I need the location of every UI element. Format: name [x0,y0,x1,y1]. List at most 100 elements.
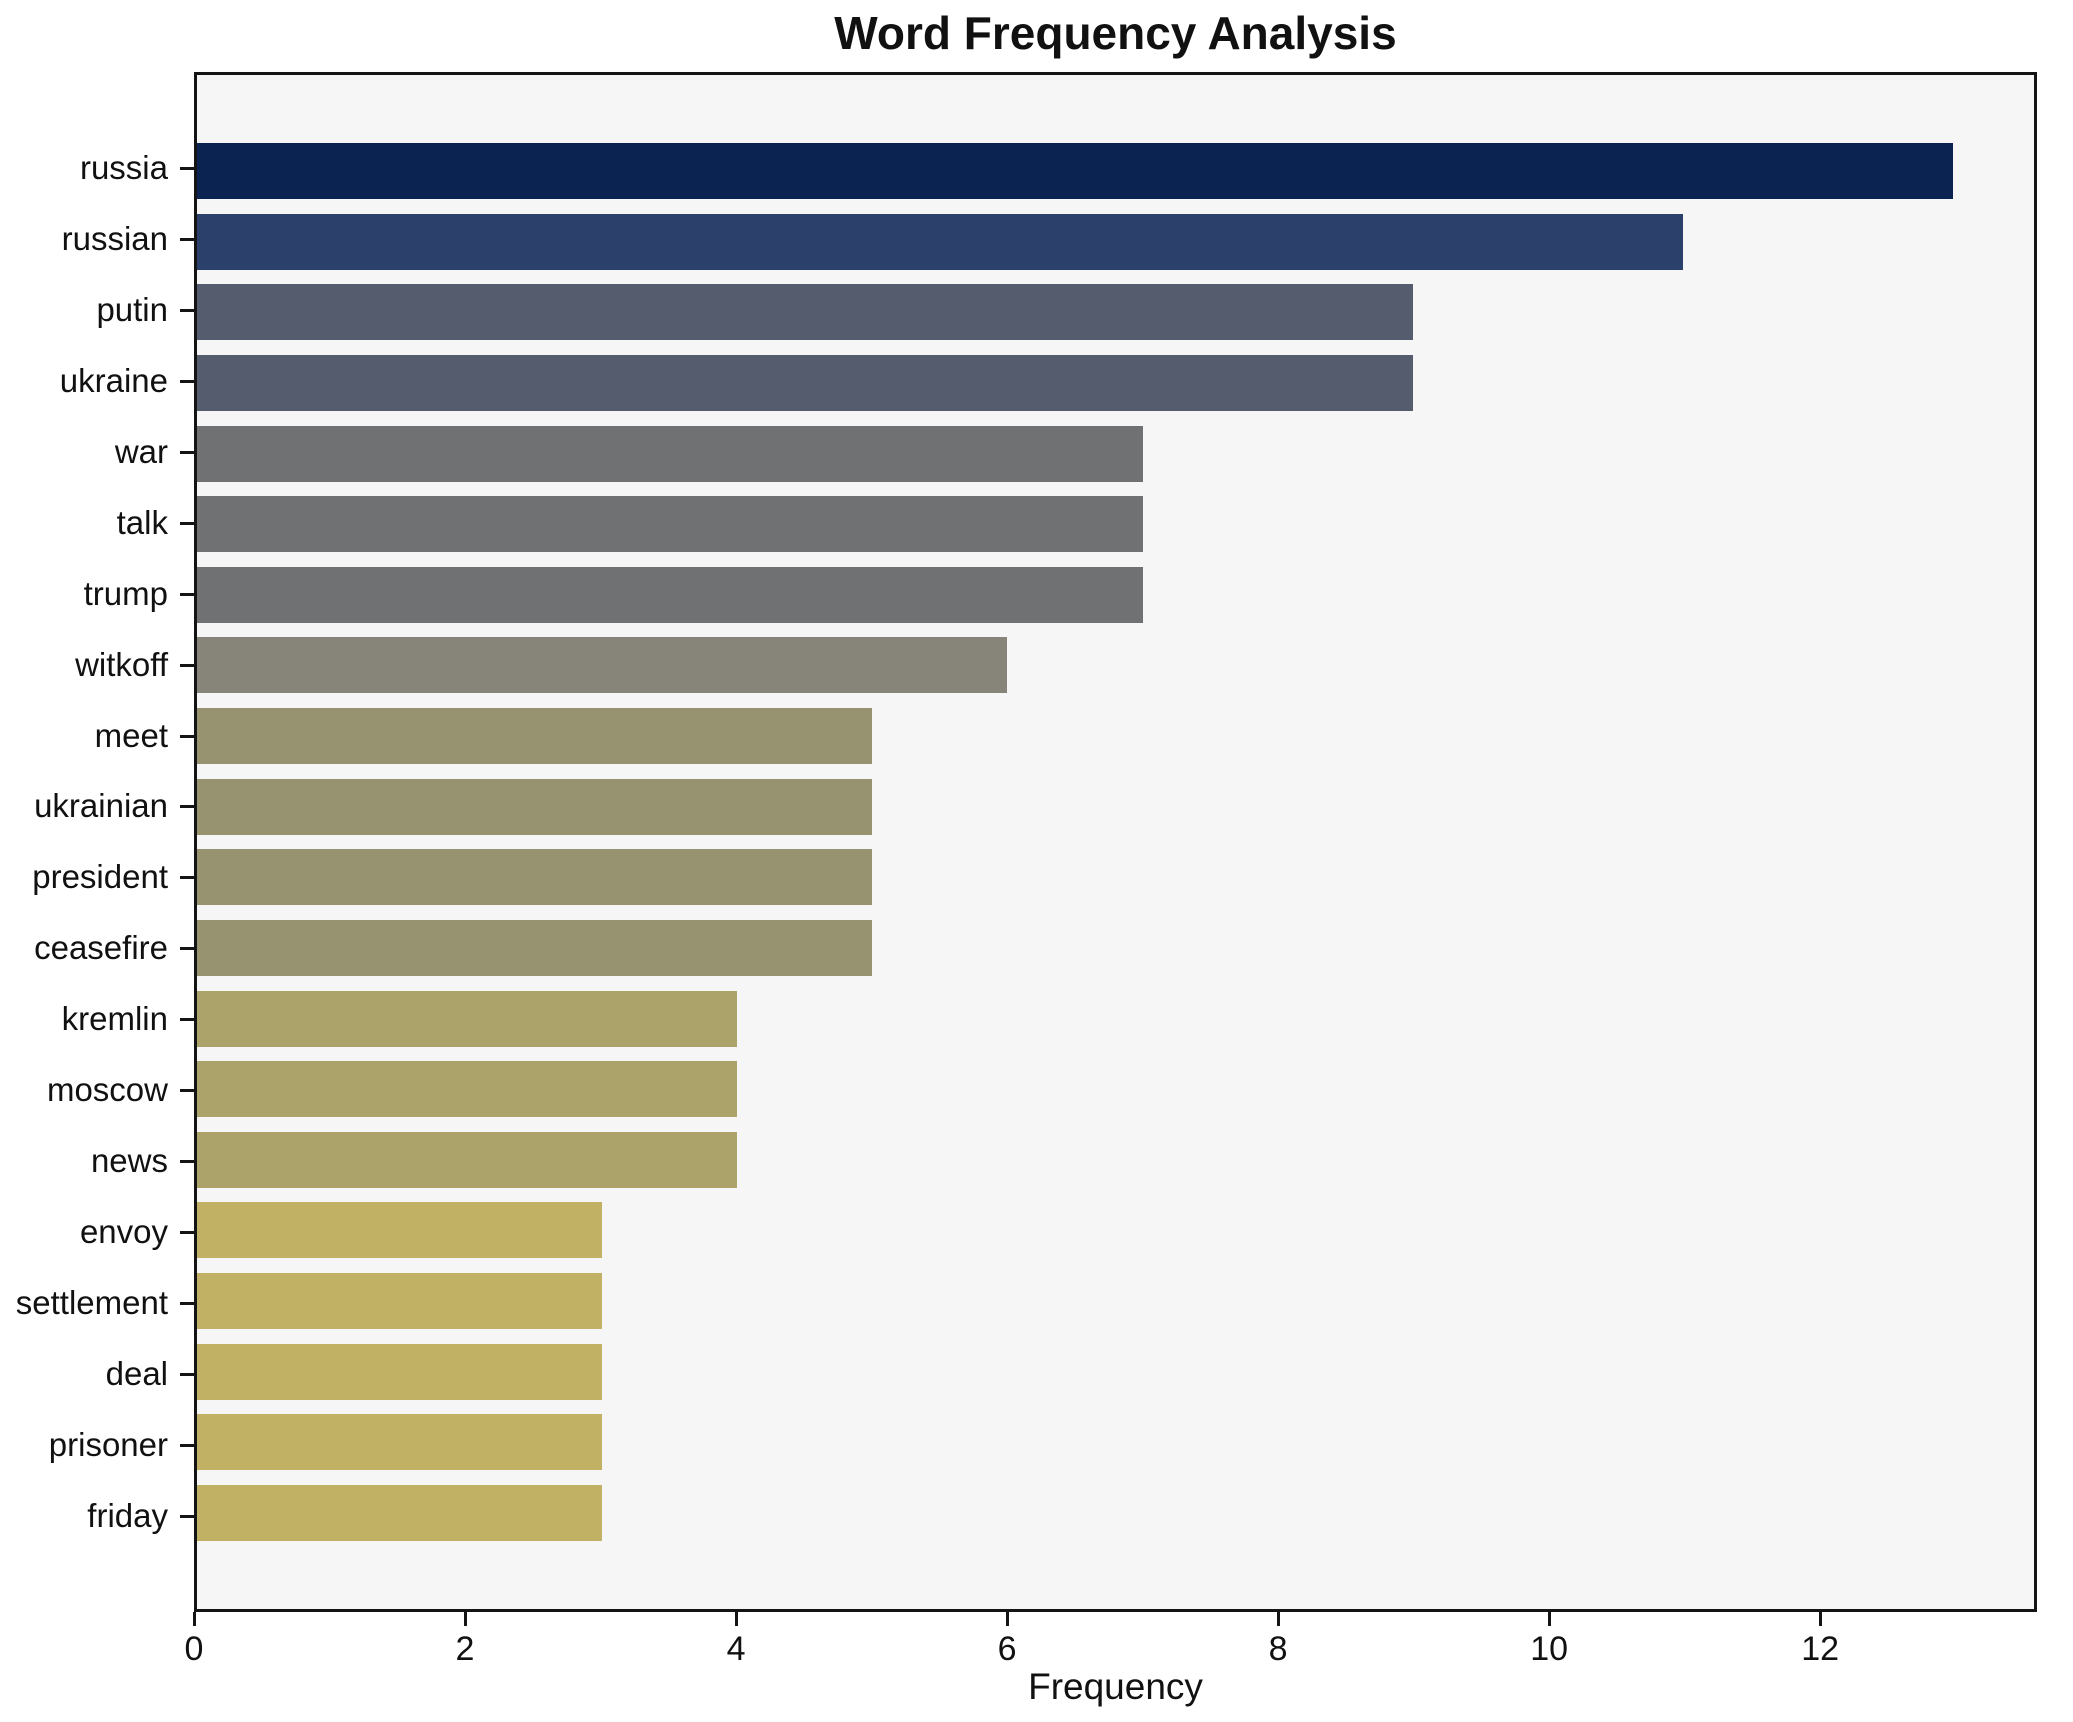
y-tick-row: deal [0,1346,194,1402]
y-tick-row: talk [0,495,194,551]
bar-row [197,1414,2034,1471]
y-tick-label-news: news [90,1142,168,1180]
y-tick-label-russia: russia [79,149,168,186]
bars-area [197,75,2034,1609]
bar-row [197,1343,2034,1400]
y-tick-row: friday [0,1488,194,1544]
y-tick-row: settlement [0,1275,194,1331]
bar-row [197,496,2034,553]
y-tick-row: news [0,1133,194,1189]
bar-row [197,1202,2034,1259]
bar-russian [197,213,1683,270]
y-tick-label-president: president [32,858,168,896]
bar-ukrainian [197,778,873,835]
y-tick-mark [180,876,194,880]
bar-putin [197,284,1413,341]
y-tick-label-prisoner: prisoner [48,1425,168,1463]
y-tick-label-friday: friday [87,1496,168,1534]
bar-row [197,213,2034,270]
x-tick-label-0: 0 [184,1630,204,1668]
bar-ukraine [197,354,1413,411]
bar-row [197,1484,2034,1541]
x-tick-label-4: 4 [726,1630,746,1668]
bar-deal [197,1343,603,1400]
y-tick-mark [180,237,194,241]
bar-row [197,1273,2034,1329]
bar-row [197,284,2034,341]
y-tick-label-envoy: envoy [79,1213,168,1251]
y-tick-mark [180,1372,194,1376]
bar-meet [197,708,873,764]
x-tick-mark [193,1612,196,1626]
bar-row [197,919,2034,976]
y-tick-mark [180,592,194,596]
bar-row [197,1061,2034,1118]
x-axis: 0 2 4 6 8 10 12 [185,1612,2037,1692]
bar-ceasefire [197,919,873,976]
y-tick-label-witkoff: witkoff [75,645,168,683]
x-tick-mark [1277,1612,1281,1626]
y-tick-mark [180,521,194,525]
y-tick-row: russian [0,211,194,267]
bar-row [197,637,2034,694]
y-tick-mark [180,1443,194,1447]
bar-row [197,849,2034,906]
y-tick-label-talk: talk [116,503,168,541]
x-tick-label-12: 12 [1801,1630,1840,1668]
plot-area [194,72,2037,1612]
y-tick-mark [180,379,194,383]
y-tick-mark [180,1302,194,1305]
bar-row [197,425,2034,482]
bar-row [197,708,2034,764]
y-tick-mark [180,663,194,667]
x-tick-mark [464,1612,468,1626]
bar-row [197,354,2034,411]
y-tick-row: ukrainian [0,778,194,834]
y-tick-label-putin: putin [96,290,168,328]
y-tick-mark [180,1018,194,1022]
y-tick-label-moscow: moscow [46,1071,168,1109]
y-tick-label-war: war [114,432,168,470]
y-tick-mark [180,308,194,312]
y-axis-labels: russia russian putin ukraine war talk trump wit… [0,72,194,1612]
y-tick-label-deal: deal [105,1354,168,1392]
y-tick-row: ceasefire [0,920,194,976]
y-tick-label-settlement: settlement [15,1284,168,1321]
y-tick-label-russian: russian [61,219,168,257]
bar-kremlin [197,990,738,1047]
bar-row [197,1131,2034,1188]
bar-prisoner [197,1414,603,1471]
y-tick-mark [180,167,194,170]
y-tick-row: president [0,849,194,905]
bar-row [197,778,2034,835]
x-tick-mark [1819,1612,1823,1626]
y-tick-label-ukraine: ukraine [59,361,168,399]
y-tick-row: witkoff [0,637,194,693]
y-tick-mark [180,1231,194,1235]
y-tick-row: trump [0,566,194,622]
y-tick-row: kremlin [0,991,194,1047]
y-tick-label-ukrainian: ukrainian [34,787,168,825]
x-tick-mark [1548,1612,1552,1626]
y-tick-row: meet [0,708,194,764]
x-tick-mark [1006,1612,1010,1626]
bar-witkoff [197,637,1008,694]
y-tick-row: ukraine [0,353,194,409]
x-tick-label-10: 10 [1530,1630,1569,1668]
bar-settlement [197,1273,603,1329]
x-axis-title: Frequency [1028,1666,1203,1707]
bar-envoy [197,1202,603,1259]
y-tick-mark [180,734,194,738]
y-tick-mark [180,1160,194,1164]
bar-talk [197,496,1143,553]
bar-trump [197,566,1143,623]
bar-russia [197,143,1953,199]
y-tick-mark [180,1514,194,1518]
y-tick-label-ceasefire: ceasefire [34,929,168,967]
chart-title: Word Frequency Analysis [834,7,1397,59]
y-tick-row: envoy [0,1204,194,1260]
x-tick-label-8: 8 [1268,1630,1288,1668]
y-tick-row: war [0,424,194,480]
bar-row [197,566,2034,623]
